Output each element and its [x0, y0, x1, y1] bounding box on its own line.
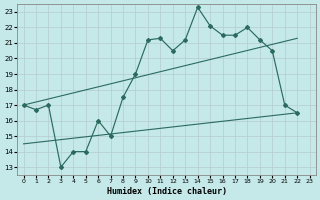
X-axis label: Humidex (Indice chaleur): Humidex (Indice chaleur) [107, 187, 227, 196]
